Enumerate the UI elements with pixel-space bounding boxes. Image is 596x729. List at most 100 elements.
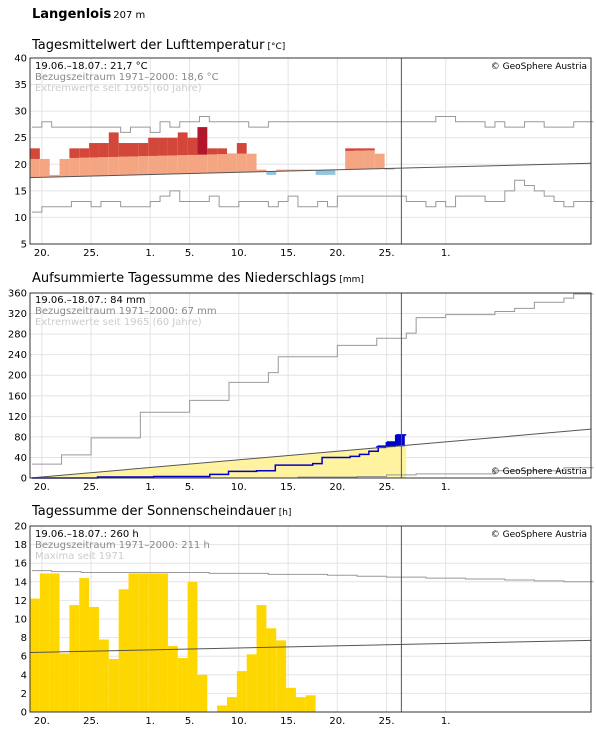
plot-frame xyxy=(29,57,592,245)
normal-line xyxy=(29,428,592,479)
temp-base-bar xyxy=(355,150,365,170)
sunshine-bar xyxy=(108,658,119,712)
temp-base-bar xyxy=(246,153,257,173)
x-tick-label: 1. xyxy=(145,248,155,259)
legend-current: 19.06.–18.07.: 84 mm xyxy=(35,295,146,306)
sunshine-bar xyxy=(256,605,267,712)
sunshine-bar xyxy=(197,674,208,712)
legend-current: 19.06.–18.07.: 21,7 °C xyxy=(35,61,148,72)
x-tick-label: 25. xyxy=(379,482,395,493)
max-envelope-line xyxy=(32,115,594,133)
temp-base-bar xyxy=(256,169,267,172)
temp-base-bar xyxy=(158,155,168,175)
x-tick-label: 20. xyxy=(329,482,345,493)
x-tick-label: 20. xyxy=(34,482,50,493)
temp-base-bar xyxy=(217,154,227,173)
sunshine-bar xyxy=(69,605,80,712)
temp-base-bar xyxy=(118,156,129,176)
temp-warm-bar xyxy=(217,148,227,155)
y-tick-label: 20 xyxy=(14,160,27,171)
temp-warm-bar xyxy=(355,148,365,151)
sunshine-bar xyxy=(30,598,40,712)
temp-base-bar xyxy=(374,153,385,169)
temp-base-bar xyxy=(148,155,159,175)
x-tick-label: 1. xyxy=(441,248,451,259)
plot-frame xyxy=(29,525,592,713)
temp-warm-bar xyxy=(197,127,208,155)
legend-current: 19.06.–18.07.: 260 h xyxy=(35,529,139,540)
temp-warm-bar xyxy=(158,137,168,156)
x-tick-label: 25. xyxy=(83,482,99,493)
y-tick-label: 40 xyxy=(14,453,27,464)
temp-base-bar xyxy=(59,158,70,177)
y-tick-label: 360 xyxy=(8,289,27,300)
max-envelope-line xyxy=(32,570,594,583)
temp-cool-bar xyxy=(315,170,326,175)
min-envelope-line xyxy=(32,179,594,213)
y-tick-label: 10 xyxy=(14,615,27,626)
sunshine-bar xyxy=(227,697,237,712)
y-tick-label: 15 xyxy=(14,186,27,197)
y-tick-label: 40 xyxy=(14,54,27,65)
sunshine-bar xyxy=(158,573,168,712)
legend-extremes: Extremwerte seit 1965 (60 Jahre) xyxy=(35,317,202,328)
sunshine-bar xyxy=(177,658,188,712)
x-tick-label: 1. xyxy=(145,482,155,493)
x-tick-label: 25. xyxy=(379,716,395,727)
y-tick-label: 35 xyxy=(14,80,27,91)
temp-base-bar xyxy=(227,153,237,173)
credit-text: © GeoSphere Austria xyxy=(491,62,587,72)
y-tick-label: 6 xyxy=(21,652,27,663)
sunshine-bar xyxy=(236,671,247,712)
y-tick-label: 120 xyxy=(8,412,27,423)
plot-frame xyxy=(29,292,592,479)
sunshine-bar xyxy=(266,628,277,712)
sunshine-bar xyxy=(128,573,139,712)
temp-warm-bar xyxy=(177,132,188,156)
y-tick-label: 80 xyxy=(14,432,27,443)
sunshine-bar xyxy=(98,639,109,712)
x-tick-label: 20. xyxy=(329,248,345,259)
sunshine-bar xyxy=(246,654,257,712)
y-tick-label: 8 xyxy=(21,633,27,644)
temp-base-bar xyxy=(167,155,178,175)
y-tick-label: 12 xyxy=(14,596,27,607)
temp-base-bar xyxy=(138,156,149,175)
x-tick-label: 15. xyxy=(280,482,296,493)
x-tick-label: 25. xyxy=(83,716,99,727)
station-altitude: 207 m xyxy=(113,10,146,21)
sunshine-bar xyxy=(89,606,99,712)
temp-warm-bar xyxy=(108,132,119,157)
temp-base-bar xyxy=(197,154,208,174)
y-tick-label: 240 xyxy=(8,350,27,361)
temp-base-bar xyxy=(364,150,375,170)
y-tick-label: 20 xyxy=(14,522,27,533)
temperature-title: Tagesmittelwert der Lufttemperatur [°C] xyxy=(32,38,286,53)
y-tick-label: 320 xyxy=(8,309,27,320)
temp-base-bar xyxy=(236,153,247,173)
temp-warm-bar xyxy=(167,137,178,156)
sunshine-bar xyxy=(305,695,316,712)
x-tick-label: 5. xyxy=(185,248,195,259)
station-name: Langenlois xyxy=(32,7,112,22)
precip-cumulative-line xyxy=(32,434,407,479)
y-tick-label: 280 xyxy=(8,330,27,341)
y-tick-label: 160 xyxy=(8,391,27,402)
sunshine-bar xyxy=(49,573,60,712)
x-tick-label: 15. xyxy=(280,248,296,259)
y-tick-label: 30 xyxy=(14,107,27,118)
temp-base-bar xyxy=(207,154,218,174)
temp-warm-bar xyxy=(207,148,218,155)
temp-warm-bar xyxy=(345,148,356,151)
temp-warm-bar xyxy=(364,148,375,151)
legend-reference: Bezugszeitraum 1971–2000: 67 mm xyxy=(35,306,217,317)
sunshine-bar xyxy=(79,578,90,712)
legend-extremes: Maxima seit 1971 xyxy=(35,551,124,562)
x-tick-label: 25. xyxy=(379,248,395,259)
temp-cool-bar xyxy=(266,171,277,175)
y-tick-label: 10 xyxy=(14,213,27,224)
temp-base-bar xyxy=(30,158,40,178)
y-tick-label: 16 xyxy=(14,559,27,570)
x-tick-label: 20. xyxy=(329,716,345,727)
